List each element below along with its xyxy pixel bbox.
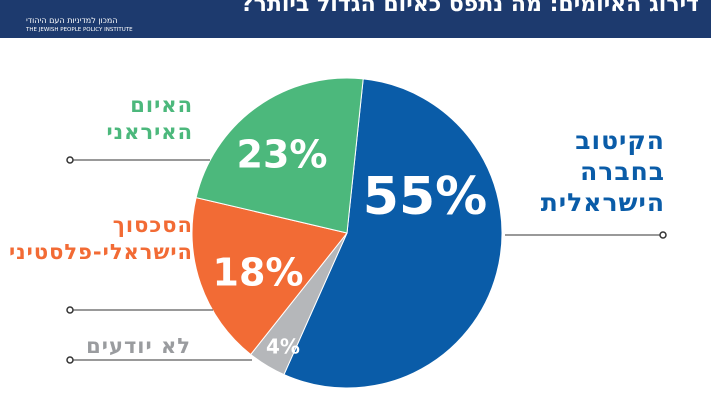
value-label: 55% [363,167,487,227]
logo-hebrew: המכון למדיניות העם היהודי [26,16,118,25]
category-label: לא יודעים [86,334,191,358]
value-label: 23% [237,133,328,177]
value-label: 4% [266,335,300,359]
banner: דירוג האיומים: מה נתפס כאיום הגדול ביותר… [0,0,711,38]
category-label: הקיטוב בחברה הישראלית [540,126,665,217]
pie-slice [283,78,503,389]
leader-dot [66,156,74,164]
pie-slice [191,197,348,356]
value-label: 18% [213,251,304,295]
title: דירוג האיומים: מה נתפס כאיום הגדול ביותר… [240,0,699,17]
leader-dot [66,356,74,364]
logo-english: THE JEWISH PEOPLE POLICY INSTITUTE [26,27,133,33]
pie-slice [195,77,364,234]
category-label: האיום האיראני [106,93,193,144]
leader-dot [659,231,667,239]
leader-dot [66,306,74,314]
category-label: הסכסוך הישראלי-פלסטיני [8,213,193,264]
